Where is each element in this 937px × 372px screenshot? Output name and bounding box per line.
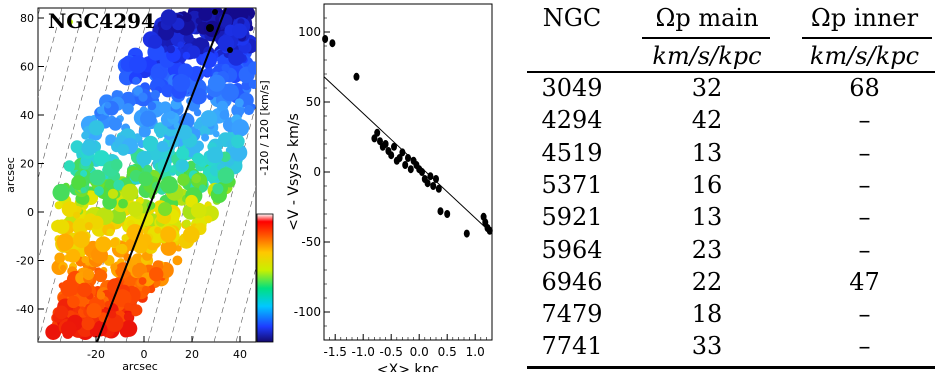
table-cell-inner: – <box>858 235 871 264</box>
table-cell-main: 23 <box>691 235 723 264</box>
scatter-point <box>427 172 434 181</box>
map-xtick-label: 40 <box>233 348 247 361</box>
scatter-point <box>402 161 409 169</box>
header-underline-main <box>642 37 770 39</box>
table-cell-main: 13 <box>691 203 723 232</box>
table-header-0: NGC <box>542 4 602 32</box>
scatter-ytick-label: 50 <box>306 95 321 109</box>
table-cell-main: 33 <box>691 332 723 361</box>
map-ylabel: arcsec <box>4 157 17 193</box>
scatter-xtick-label: -0.5 <box>379 345 402 359</box>
table-cell-main: 13 <box>691 138 723 167</box>
scatter-point <box>437 207 444 216</box>
scatter-point <box>329 39 336 48</box>
scatter-plot: 100 50 0 -50 -100 -1.5 -1.0 -0.5 0.0 0.5 1.0 <V - … <box>286 3 493 372</box>
table-header-rule <box>527 71 935 73</box>
scatter-point <box>463 229 470 238</box>
map-ytick-label: 60 <box>20 61 34 74</box>
scatter-point <box>405 154 411 162</box>
map-ytick-label: 40 <box>20 109 34 122</box>
table-header-1: Ωp main <box>655 4 759 32</box>
scatter-xtick-label: -1.0 <box>351 345 374 359</box>
scatter-point <box>430 182 437 190</box>
scatter-point <box>433 175 439 183</box>
table-cell-ngc: 6946 <box>541 267 603 296</box>
scatter-xtick-label: 0.0 <box>410 345 429 359</box>
scatter-point <box>419 168 425 176</box>
scatter-point <box>407 165 414 174</box>
map-ytick-label: 80 <box>20 12 34 25</box>
table-cell-ngc: 5921 <box>541 203 603 232</box>
map-xtick-label: 0 <box>141 348 148 361</box>
map-ytick-label: 20 <box>20 158 34 171</box>
table-cell-inner: – <box>858 170 871 199</box>
table-cell-inner: – <box>858 203 871 232</box>
map-xlabel: arcsec <box>122 360 158 372</box>
scatter-point <box>353 72 360 81</box>
scatter-point <box>444 210 451 218</box>
map-xtick-label: -20 <box>87 348 105 361</box>
scatter-point <box>424 179 431 188</box>
scatter-ytick-label: -50 <box>301 235 321 249</box>
table-cell-main: 32 <box>691 74 723 102</box>
scatter-xtick-label: 1.0 <box>466 345 485 359</box>
scatter-xlabel: <X> kpc <box>377 362 439 372</box>
table-cell-ngc: 3049 <box>541 74 603 102</box>
table-header-unit-2: km/s/kpc <box>809 42 920 70</box>
table-cell-inner: – <box>858 300 871 329</box>
scatter-point <box>322 35 329 43</box>
table-cell-inner: 47 <box>849 267 880 296</box>
table-cell-ngc: 5964 <box>541 235 603 264</box>
scatter-point <box>374 128 381 137</box>
table-cell-inner: 68 <box>849 74 880 102</box>
table-header-unit-1: km/s/kpc <box>652 42 762 70</box>
scatter-xtick-label: -1.5 <box>323 345 346 359</box>
scatter-point <box>388 151 395 160</box>
table-cell-inner: – <box>858 332 871 361</box>
table-cell-main: 18 <box>691 300 723 329</box>
table-bottom-rule <box>527 366 935 369</box>
scatter-point <box>391 142 397 151</box>
scatter-point <box>399 148 406 157</box>
table-cell-inner: – <box>858 138 871 167</box>
table-cell-main: 42 <box>691 106 723 135</box>
colorbar-label: -120 / 120 [km/s] <box>258 80 271 175</box>
scatter-ytick-label: -100 <box>294 305 321 319</box>
scatter-ytick-label: 0 <box>313 165 321 179</box>
colorbar: -120 / 120 [km/s] <box>256 80 274 343</box>
map-ytick-label: 0 <box>27 206 34 219</box>
galaxy-label: NGC4294 <box>48 9 155 33</box>
map-ytick-label: -20 <box>16 255 34 268</box>
table-cell-ngc: 4294 <box>541 106 603 135</box>
table-header-2: Ωp inner <box>810 4 919 32</box>
map-xtick-label: 20 <box>185 348 199 361</box>
map-ytick-label: -40 <box>16 303 34 316</box>
scatter-ylabel: <V - Vsys> km/s <box>286 113 302 231</box>
scatter-point <box>382 140 389 148</box>
pattern-speed-table: NGC Ωp main km/s/kpc Ωp inner km/s/kpc 3049 32… <box>527 0 937 372</box>
scatter-xtick-label: 0.5 <box>438 345 457 359</box>
scatter-point <box>486 226 493 235</box>
table-cell-ngc: 7479 <box>541 300 603 329</box>
table-cell-ngc: 7741 <box>541 332 603 361</box>
slit-line <box>96 7 227 343</box>
scatter-point <box>435 184 442 193</box>
scatter-ytick-label: 100 <box>298 25 321 39</box>
header-underline-inner <box>802 37 932 39</box>
table-cell-ngc: 4519 <box>541 138 603 167</box>
table-cell-inner: – <box>858 106 871 135</box>
table-cell-ngc: 5371 <box>541 170 603 199</box>
scatter-frame <box>323 3 493 341</box>
table-cell-main: 22 <box>691 267 723 296</box>
table-cell-main: 16 <box>691 170 723 199</box>
